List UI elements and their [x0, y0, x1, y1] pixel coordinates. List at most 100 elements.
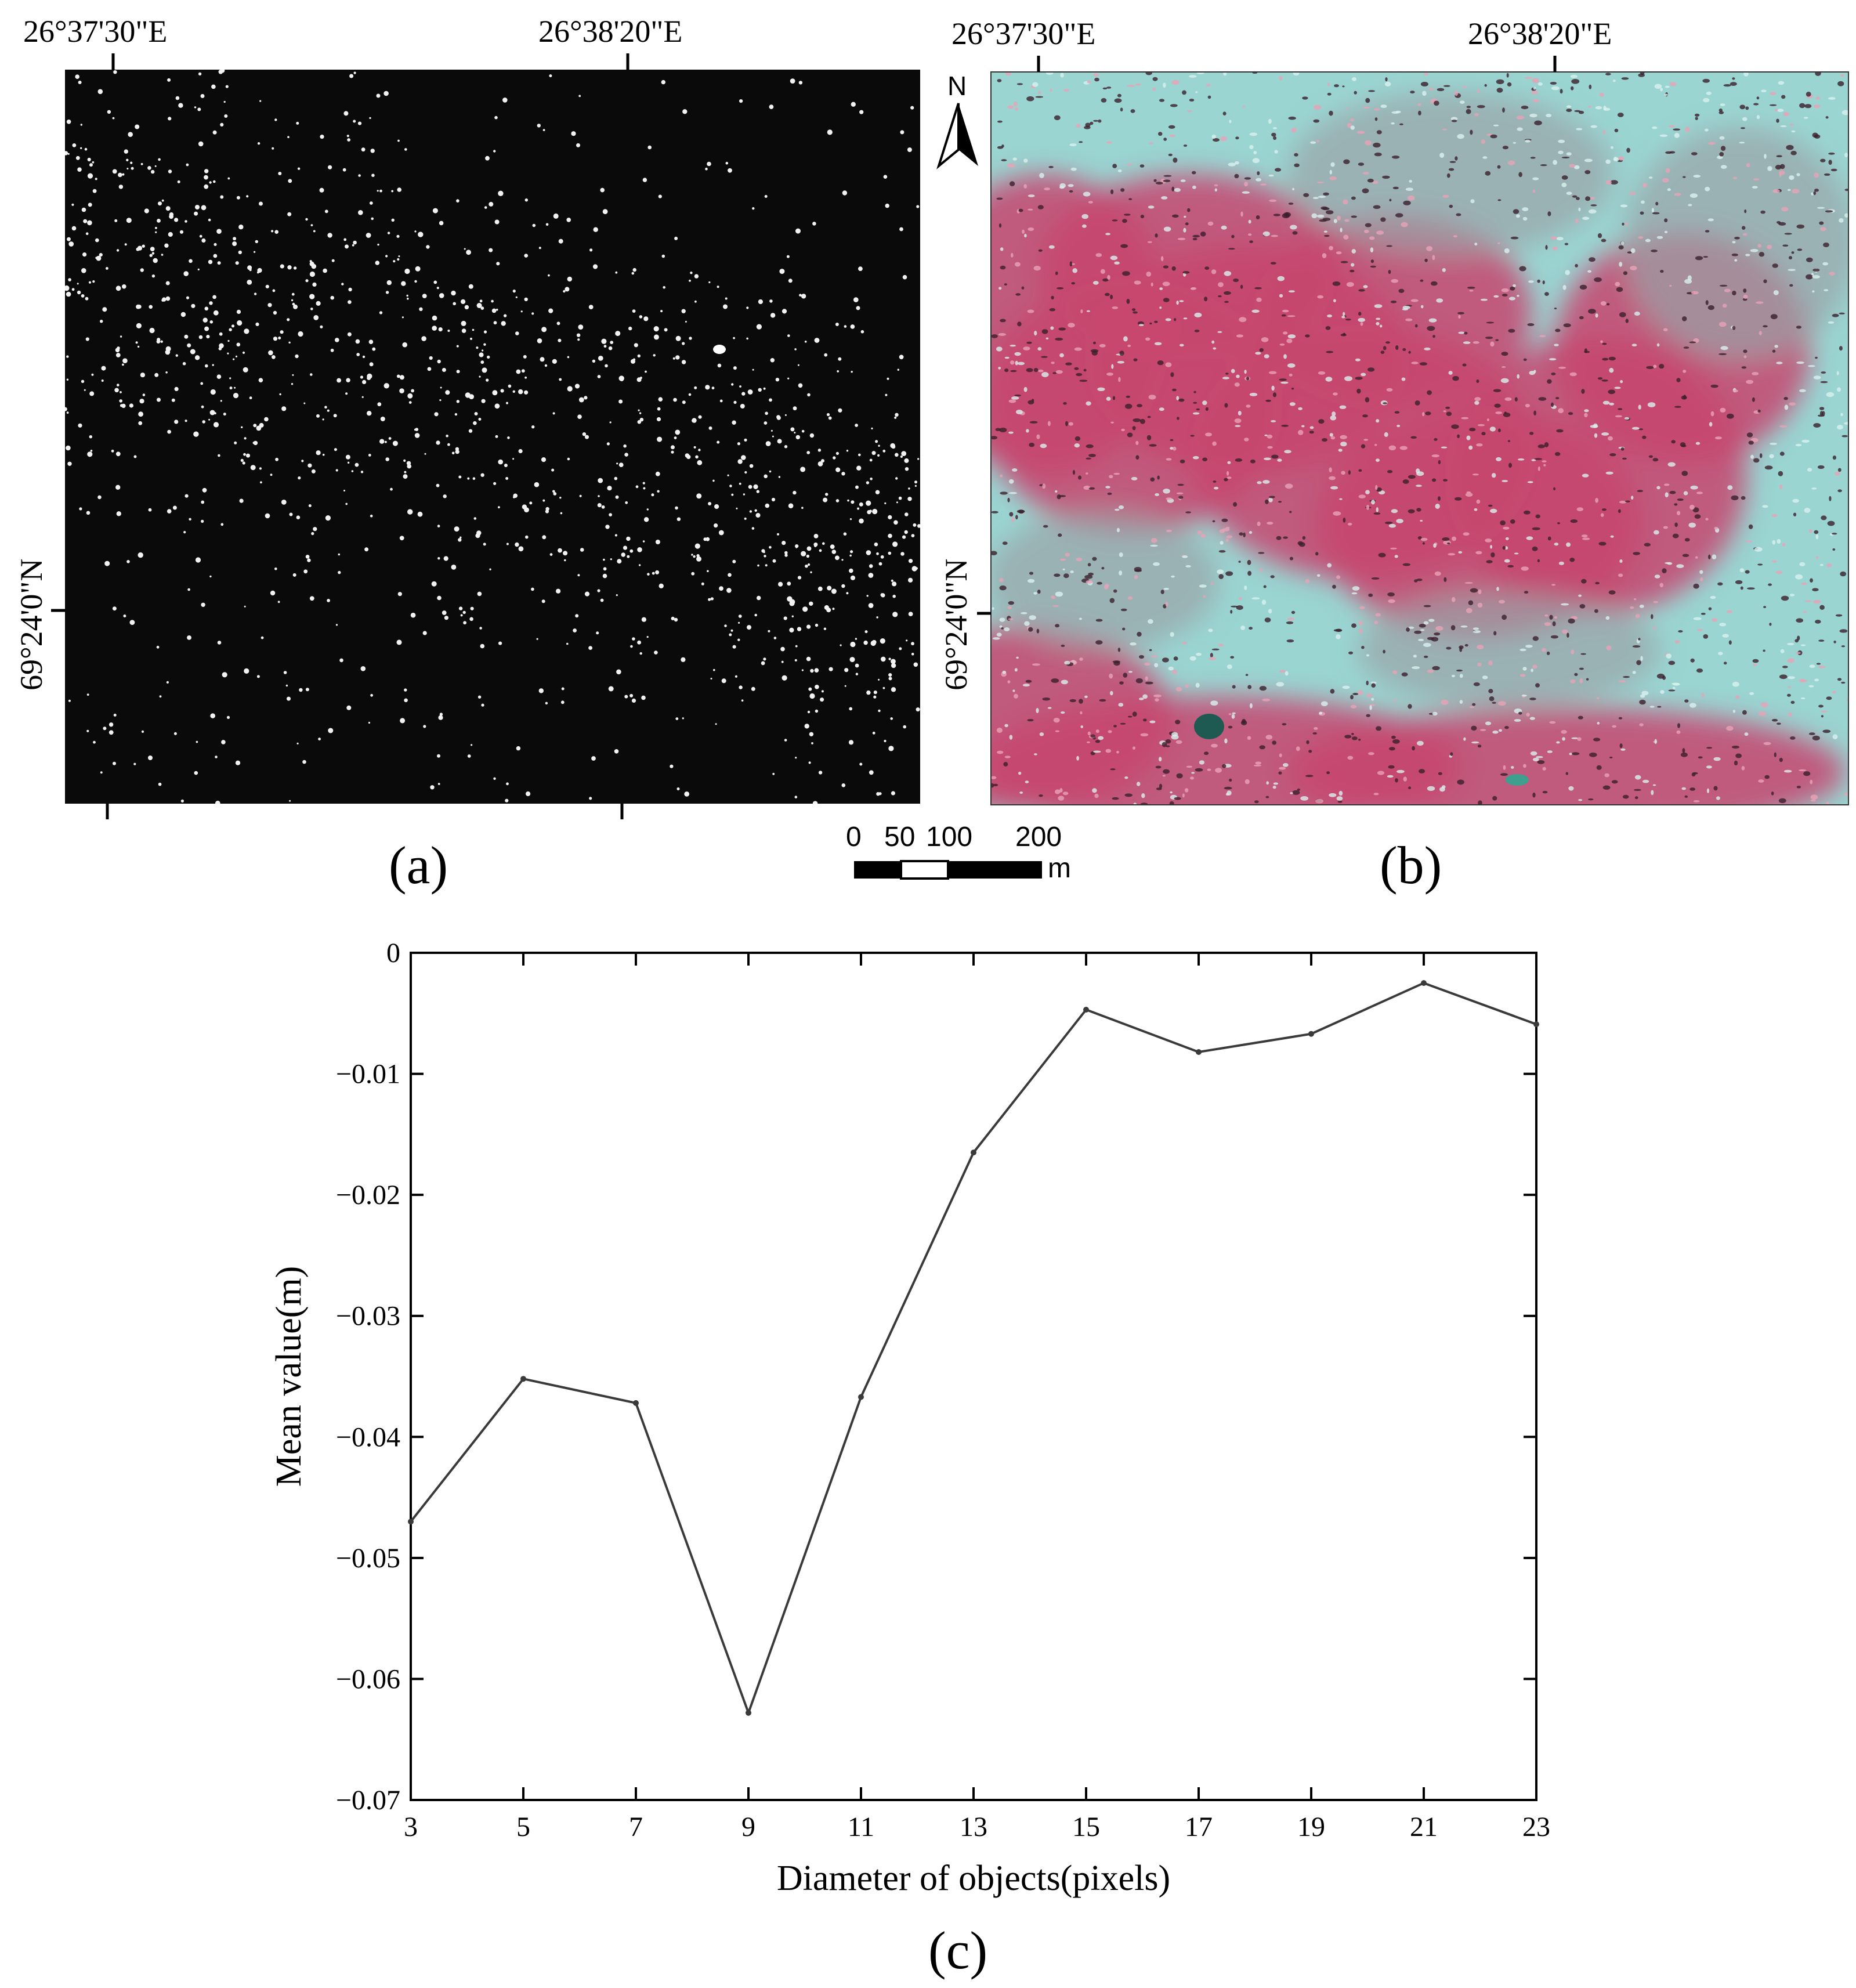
speckle-dot: [870, 478, 873, 480]
image-speckle: [1388, 523, 1396, 528]
image-speckle: [1235, 425, 1241, 427]
image-speckle: [1023, 158, 1028, 163]
speckle-dot: [765, 411, 768, 415]
speckle-dot: [158, 201, 162, 206]
speckle-dot: [334, 448, 337, 451]
image-speckle: [1358, 162, 1365, 166]
image-speckle: [1141, 793, 1145, 798]
image-speckle: [1071, 282, 1075, 285]
image-speckle: [1648, 176, 1653, 179]
speckle-dot: [198, 141, 204, 147]
speckle-dot: [717, 363, 722, 368]
speckle-dot: [122, 358, 128, 363]
image-speckle: [1746, 379, 1754, 384]
speckle-dot: [588, 646, 592, 650]
speckle-dot: [149, 327, 155, 334]
speckle-dot: [645, 370, 647, 373]
image-speckle: [1149, 720, 1156, 724]
image-speckle: [1718, 321, 1727, 327]
image-speckle: [1118, 703, 1124, 707]
image-speckle: [1763, 279, 1767, 284]
speckle-dot: [828, 667, 833, 671]
speckle-dot: [456, 199, 460, 203]
image-speckle: [1228, 248, 1235, 250]
speckle-dot: [223, 100, 226, 103]
speckle-dot: [563, 551, 568, 556]
image-speckle: [1240, 284, 1243, 289]
image-speckle: [1677, 723, 1680, 728]
image-speckle: [1151, 538, 1157, 543]
image-speckle: [1176, 773, 1183, 779]
speckle-dot: [574, 384, 580, 389]
speckle-dot: [77, 290, 81, 295]
image-speckle: [1202, 400, 1207, 406]
speckle-dot: [647, 573, 650, 576]
speckle-dot: [462, 610, 466, 615]
image-speckle: [1402, 305, 1410, 309]
image-speckle: [1718, 109, 1723, 112]
speckle-dot: [777, 533, 779, 536]
image-speckle: [1132, 426, 1136, 431]
image-speckle: [1763, 742, 1771, 746]
image-speckle: [1211, 340, 1215, 344]
speckle-dot: [733, 337, 735, 339]
image-speckle: [1376, 321, 1380, 326]
image-speckle: [1244, 370, 1247, 374]
image-speckle: [1229, 120, 1232, 124]
image-speckle: [1185, 511, 1191, 514]
image-speckle: [1778, 798, 1786, 804]
speckle-dot: [525, 535, 529, 539]
image-speckle: [1026, 96, 1034, 102]
image-speckle: [1716, 796, 1720, 800]
image-speckle: [1651, 790, 1654, 796]
speckle-dot: [686, 454, 691, 460]
image-speckle: [1600, 340, 1603, 344]
image-speckle: [1408, 475, 1416, 479]
speckle-dot: [189, 518, 191, 521]
y-axis: 0−0.01−0.02−0.03−0.04−0.05−0.06−0.07: [336, 938, 1536, 1816]
speckle-dot: [158, 158, 161, 161]
image-speckle: [1402, 563, 1410, 566]
image-speckle: [1041, 356, 1048, 358]
image-speckle: [1549, 358, 1557, 361]
image-speckle: [1088, 572, 1094, 576]
image-speckle: [1503, 765, 1506, 770]
speckle-dot: [899, 355, 904, 360]
speckle-dot: [407, 509, 413, 515]
image-speckle: [1163, 226, 1171, 232]
image-speckle: [1825, 116, 1829, 119]
image-speckle: [1023, 386, 1028, 392]
image-speckle: [1532, 664, 1537, 669]
speckle-dot: [675, 355, 680, 360]
speckle-dot: [892, 581, 897, 587]
image-speckle: [1664, 218, 1668, 223]
image-speckle: [1493, 295, 1499, 298]
image-speckle: [1054, 573, 1061, 577]
speckle-dot: [849, 554, 852, 557]
speckle-dot: [477, 591, 482, 597]
speckle-dot: [260, 481, 262, 484]
speckle-dot: [296, 742, 299, 744]
image-speckle: [1378, 552, 1386, 558]
speckle-dot: [524, 297, 528, 302]
image-speckle: [1770, 104, 1777, 106]
image-speckle: [1770, 443, 1777, 445]
image-speckle: [1371, 683, 1376, 688]
image-speckle: [1532, 78, 1539, 84]
image-speckle: [1405, 187, 1413, 191]
speckle-dot: [891, 663, 896, 668]
image-speckle: [1822, 411, 1825, 416]
image-speckle: [1825, 210, 1833, 213]
speckle-dot: [731, 493, 734, 496]
image-speckle: [1641, 200, 1645, 204]
image-speckle: [1192, 456, 1199, 460]
image-speckle: [1358, 621, 1363, 626]
speckle-dot: [400, 718, 406, 724]
speckle-dot: [274, 118, 277, 121]
image-speckle: [1276, 682, 1285, 687]
image-speckle: [1579, 678, 1583, 684]
image-speckle: [1126, 298, 1130, 304]
image-speckle: [1638, 404, 1641, 410]
image-speckle: [1361, 373, 1366, 377]
speckle-dot: [866, 500, 871, 506]
